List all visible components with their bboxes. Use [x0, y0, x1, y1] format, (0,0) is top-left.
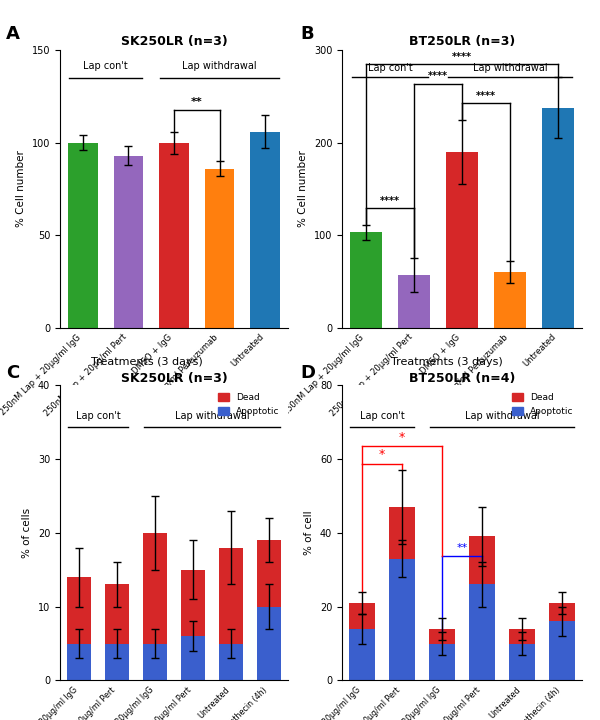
Bar	[68, 143, 98, 328]
Bar	[549, 603, 575, 621]
Text: Lap withdrawal: Lap withdrawal	[182, 61, 257, 71]
Text: ****: ****	[452, 52, 472, 62]
Title: SK250LR (n=3): SK250LR (n=3)	[121, 372, 227, 385]
Bar	[113, 156, 143, 328]
Text: *: *	[399, 431, 405, 444]
Bar	[494, 272, 526, 328]
Bar	[257, 540, 281, 606]
Bar	[218, 547, 244, 644]
Text: Lap withdrawal: Lap withdrawal	[473, 63, 547, 73]
Bar	[389, 507, 415, 559]
Bar	[350, 233, 382, 328]
Y-axis label: % of cells: % of cells	[22, 508, 32, 558]
Text: *: *	[379, 449, 385, 462]
Legend: Dead, Apoptotic: Dead, Apoptotic	[509, 390, 577, 420]
Text: Lap withdrawal: Lap withdrawal	[464, 410, 539, 420]
Bar	[398, 275, 430, 328]
Bar	[67, 644, 91, 680]
Text: A: A	[6, 25, 20, 43]
Text: C: C	[6, 364, 19, 382]
Text: Treatments (3 days): Treatments (3 days)	[91, 357, 203, 367]
Bar	[429, 629, 455, 644]
Bar	[257, 606, 281, 680]
Text: Treatments (3 days): Treatments (3 days)	[391, 357, 503, 367]
Bar	[104, 585, 130, 644]
Text: Lap con't: Lap con't	[83, 61, 128, 71]
Text: Lap withdrawal: Lap withdrawal	[175, 410, 250, 420]
Text: B: B	[300, 25, 314, 43]
Bar	[159, 143, 189, 328]
Bar	[104, 644, 130, 680]
Title: BT250LR (n=3): BT250LR (n=3)	[409, 35, 515, 48]
Text: Lap con't: Lap con't	[76, 410, 121, 420]
Bar	[181, 570, 205, 636]
Bar	[549, 621, 575, 680]
Bar	[205, 168, 235, 328]
Bar	[469, 536, 495, 585]
Bar	[446, 152, 478, 328]
Title: SK250LR (n=3): SK250LR (n=3)	[121, 35, 227, 48]
Y-axis label: % Cell number: % Cell number	[16, 150, 26, 228]
Text: Lap con't: Lap con't	[359, 410, 404, 420]
Y-axis label: % Cell number: % Cell number	[298, 150, 308, 228]
Bar	[542, 108, 574, 328]
Title: BT250LR (n=4): BT250LR (n=4)	[409, 372, 515, 385]
Text: ****: ****	[380, 196, 400, 206]
Text: **: **	[457, 544, 467, 554]
Text: **: **	[191, 96, 203, 107]
Bar	[250, 132, 280, 328]
Bar	[349, 603, 375, 629]
Text: D: D	[300, 364, 315, 382]
Text: ****: ****	[476, 91, 496, 101]
Bar	[67, 577, 91, 644]
Bar	[181, 636, 205, 680]
Bar	[429, 644, 455, 680]
Legend: Dead, Apoptotic: Dead, Apoptotic	[215, 390, 283, 420]
Bar	[469, 585, 495, 680]
Y-axis label: % of cell: % of cell	[304, 510, 314, 555]
Text: Lap con't: Lap con't	[368, 63, 412, 73]
Text: ****: ****	[428, 71, 448, 81]
Bar	[349, 629, 375, 680]
Bar	[143, 533, 167, 644]
Bar	[218, 644, 244, 680]
Bar	[389, 559, 415, 680]
Bar	[509, 629, 535, 644]
Bar	[509, 644, 535, 680]
Bar	[143, 644, 167, 680]
